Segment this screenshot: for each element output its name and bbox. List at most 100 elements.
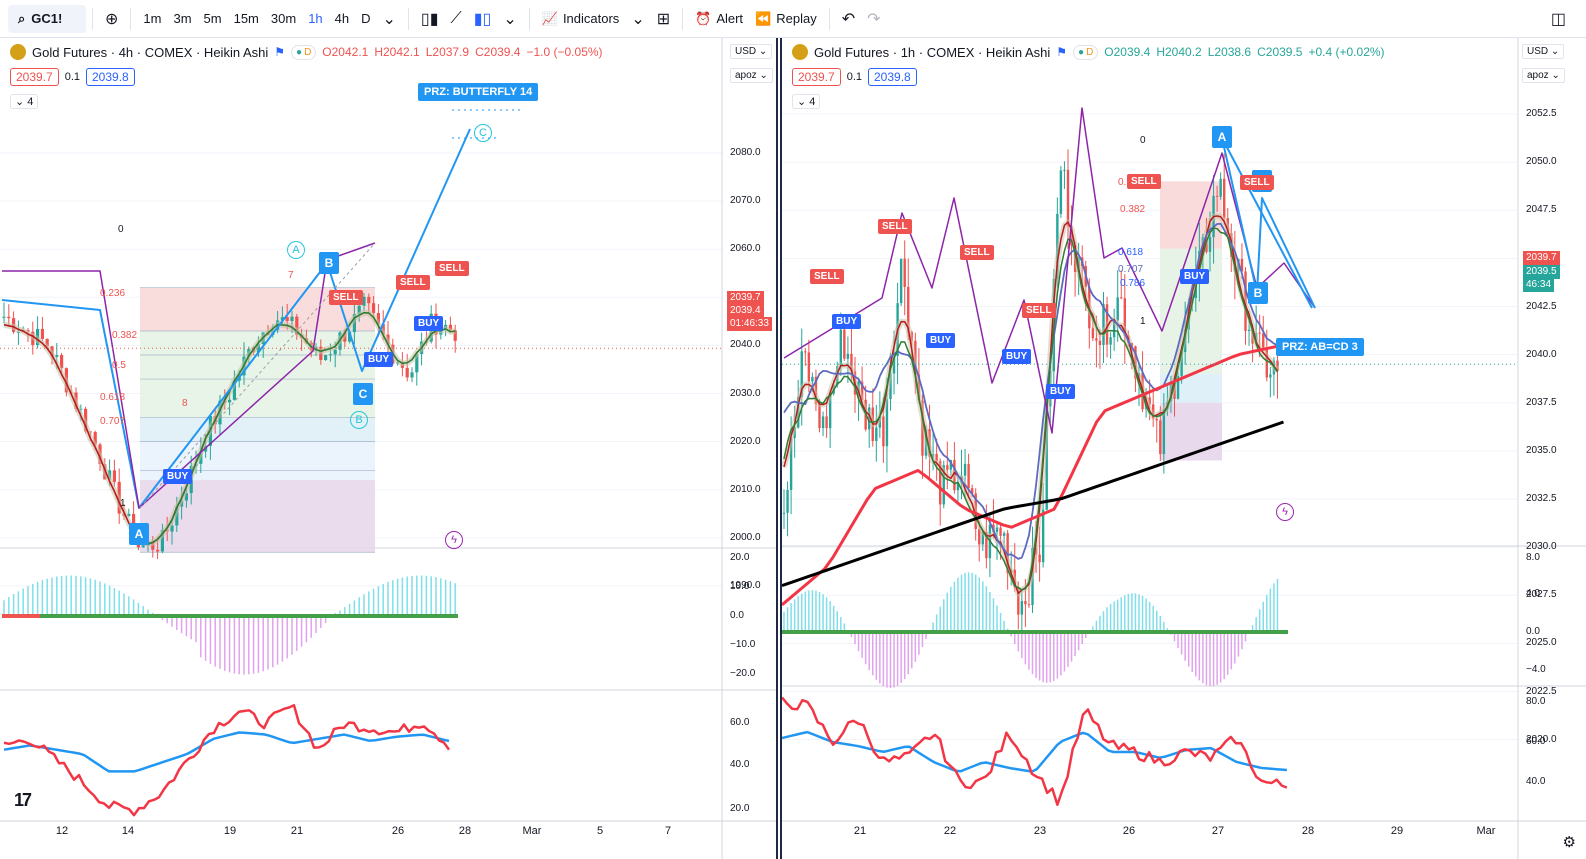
interval-4h[interactable]: 4h bbox=[334, 11, 350, 26]
chart-canvas-4h[interactable] bbox=[0, 38, 778, 859]
candle-body bbox=[956, 483, 960, 491]
chart-title[interactable]: Gold Futures · 1h · COMEX · Heikin Ashi bbox=[814, 44, 1051, 60]
point-b-label[interactable]: B bbox=[1248, 282, 1268, 304]
settings-gear-icon[interactable]: ⚙ bbox=[1562, 834, 1576, 851]
indicators-collapse-button[interactable]: ⌄ 4 bbox=[792, 94, 821, 109]
flag-icon[interactable]: ⚑ bbox=[274, 45, 286, 59]
sell-signal[interactable]: SELL bbox=[1127, 174, 1161, 189]
chart-type-dropdown-icon[interactable]: ⌄ bbox=[503, 10, 517, 28]
buy-price-button[interactable]: 2039.8 bbox=[86, 68, 135, 86]
sell-signal[interactable]: SELL bbox=[878, 219, 912, 234]
chart-legend: Gold Futures · 4h · COMEX · Heikin Ashi … bbox=[10, 44, 603, 60]
scale-select[interactable]: apoz ⌄ bbox=[1522, 68, 1565, 83]
point-a-label[interactable]: A bbox=[129, 523, 149, 545]
point-a-label[interactable]: A bbox=[1212, 126, 1232, 148]
circle-a-label[interactable]: A bbox=[287, 241, 305, 259]
panel-toggle-icon[interactable]: ◫ bbox=[1550, 10, 1566, 28]
compare-add-icon[interactable]: ⊕ bbox=[105, 10, 119, 28]
interval-1h[interactable]: 1h bbox=[308, 11, 323, 26]
candle-body bbox=[1262, 333, 1265, 348]
buy-signal[interactable]: BUY bbox=[163, 469, 193, 484]
fib-zone bbox=[140, 417, 375, 442]
circle-b-label[interactable]: B bbox=[350, 411, 368, 429]
flag-icon[interactable]: ⚑ bbox=[1056, 45, 1068, 59]
replay-label: Replay bbox=[776, 11, 817, 26]
scale-select[interactable]: apoz ⌄ bbox=[730, 68, 773, 83]
chart-pane-1h[interactable]: Gold Futures · 1h · COMEX · Heikin Ashi … bbox=[780, 38, 1586, 859]
point-b-label[interactable]: B bbox=[319, 252, 339, 274]
replay-button[interactable]: ⏪ Replay bbox=[749, 5, 823, 33]
chart-title[interactable]: Gold Futures · 4h · COMEX · Heikin Ashi bbox=[32, 44, 269, 60]
tradingview-logo[interactable]: 17 bbox=[14, 790, 32, 810]
indicators-collapse-button[interactable]: ⌄ 4 bbox=[10, 94, 39, 109]
ohlc-high: H2040.2 bbox=[1156, 45, 1202, 59]
pattern-number: 7 bbox=[288, 270, 294, 281]
alert-button[interactable]: ⏰ Alert bbox=[689, 5, 749, 33]
prz-label[interactable]: PRZ: AB=CD 3 bbox=[1276, 338, 1364, 356]
candle-body bbox=[367, 296, 371, 304]
indicators-dropdown-icon[interactable]: ⌄ bbox=[631, 10, 645, 28]
bars-icon[interactable]: ▯▮ bbox=[420, 10, 439, 28]
redo-icon[interactable]: ↷ bbox=[867, 10, 881, 28]
interval-30m[interactable]: 30m bbox=[270, 11, 297, 26]
ohlc-change: −1.0 (−0.05%) bbox=[526, 45, 603, 59]
flash-icon[interactable]: ϟ bbox=[445, 531, 463, 549]
undo-icon[interactable]: ↶ bbox=[841, 10, 856, 28]
flash-icon[interactable]: ϟ bbox=[1276, 503, 1294, 521]
prz-label[interactable]: PRZ: BUTTERFLY 14 bbox=[418, 83, 539, 101]
time-tick: Mar bbox=[522, 825, 542, 837]
buy-signal[interactable]: BUY bbox=[414, 316, 444, 331]
interval-3m[interactable]: 3m bbox=[173, 11, 192, 26]
interval-15m[interactable]: 15m bbox=[233, 11, 259, 26]
point-c-label[interactable]: C bbox=[353, 383, 373, 405]
indicators-button[interactable]: 📈 Indicators bbox=[536, 5, 626, 33]
price-tick: 2020.0 bbox=[730, 435, 761, 447]
symbol-search[interactable]: ⌕ GC1! bbox=[8, 4, 86, 33]
market-status-icon[interactable]: ● D bbox=[291, 44, 317, 60]
buy-signal[interactable]: BUY bbox=[926, 333, 956, 348]
currency-select[interactable]: USD ⌄ bbox=[1522, 44, 1565, 59]
sell-signal[interactable]: SELL bbox=[329, 290, 363, 305]
interval-5m[interactable]: 5m bbox=[203, 11, 222, 26]
candles-icon[interactable]: ▮▯ bbox=[473, 10, 492, 28]
currency-select[interactable]: USD ⌄ bbox=[730, 44, 773, 59]
buy-signal[interactable]: BUY bbox=[364, 352, 394, 367]
candle-body bbox=[981, 531, 984, 545]
chart-type-icon[interactable]: ⟋ bbox=[450, 9, 462, 27]
interval-1m[interactable]: 1m bbox=[143, 11, 162, 26]
divider bbox=[130, 7, 132, 30]
sell-signal[interactable]: SELL bbox=[435, 261, 469, 276]
ohlc-low: L2037.9 bbox=[425, 45, 470, 59]
interval-d[interactable]: D bbox=[361, 11, 371, 26]
circle-c-label[interactable]: C bbox=[474, 124, 492, 142]
sell-signal[interactable]: SELL bbox=[810, 269, 844, 284]
time-tick: 22 bbox=[943, 825, 957, 837]
ohlc-low: L2038.6 bbox=[1207, 45, 1252, 59]
candle-body bbox=[7, 316, 11, 319]
chart-pane-4h[interactable]: Gold Futures · 4h · COMEX · Heikin Ashi … bbox=[0, 38, 778, 859]
candle-body bbox=[782, 512, 786, 514]
buy-price-button[interactable]: 2039.8 bbox=[868, 68, 917, 86]
buy-signal[interactable]: BUY bbox=[1002, 349, 1032, 364]
buy-signal[interactable]: BUY bbox=[1046, 384, 1076, 399]
sell-price-button[interactable]: 2039.7 bbox=[792, 68, 841, 86]
sell-signal[interactable]: SELL bbox=[1240, 175, 1274, 190]
candle-body bbox=[789, 437, 793, 490]
interval-dropdown-icon[interactable]: ⌄ bbox=[382, 10, 396, 28]
sell-signal[interactable]: SELL bbox=[960, 245, 994, 260]
candle-body bbox=[405, 367, 409, 378]
candle-body bbox=[1258, 332, 1261, 334]
candle-body bbox=[357, 305, 361, 315]
chart-canvas-1h[interactable] bbox=[782, 38, 1586, 859]
market-status-icon[interactable]: ● D bbox=[1073, 44, 1099, 60]
sell-signal[interactable]: SELL bbox=[1022, 303, 1056, 318]
sell-price-button[interactable]: 2039.7 bbox=[10, 68, 59, 86]
layout-grid-icon[interactable]: ⊞ bbox=[656, 10, 671, 28]
price-tick: 2050.0 bbox=[1526, 156, 1557, 168]
price-tick: 2030.0 bbox=[1526, 541, 1557, 553]
buy-signal[interactable]: BUY bbox=[1180, 269, 1210, 284]
sell-signal[interactable]: SELL bbox=[396, 275, 430, 290]
price-tick: 2035.0 bbox=[1526, 444, 1557, 456]
currency-label: USD bbox=[735, 46, 757, 57]
buy-signal[interactable]: BUY bbox=[832, 314, 862, 329]
